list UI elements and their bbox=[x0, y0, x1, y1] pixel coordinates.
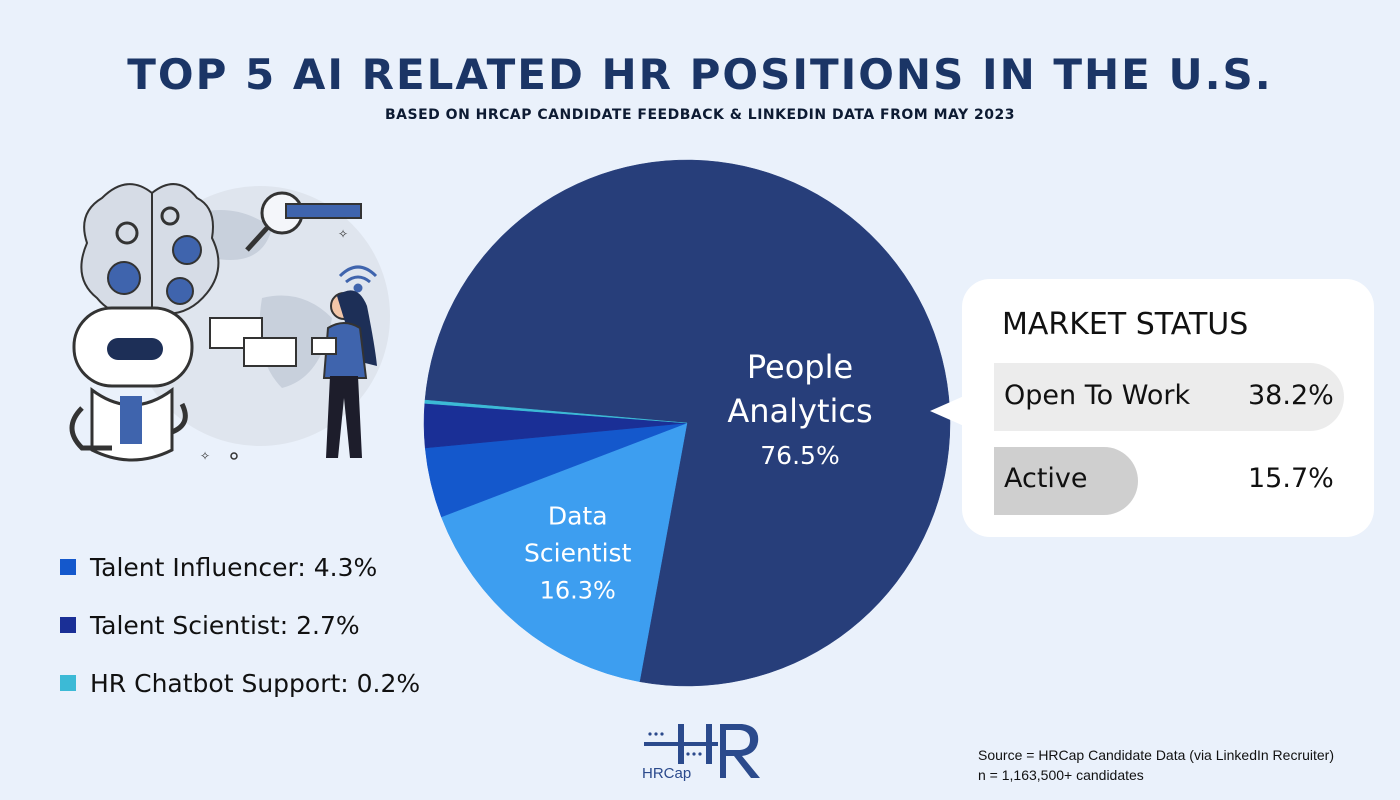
page-subtitle: BASED ON HRCAP CANDIDATE FEEDBACK & LINK… bbox=[385, 107, 1015, 123]
brain-gears-icon bbox=[80, 183, 220, 318]
hrcap-logo: HRCap bbox=[642, 724, 760, 782]
pie-slice-people-analytics bbox=[424, 159, 951, 687]
chat-bubble-icon bbox=[209, 317, 297, 367]
robot-illustration-icon: ✧ ✧ bbox=[69, 183, 390, 463]
slice-value-label: 16.3% bbox=[540, 576, 616, 604]
slice-value-label: 76.5% bbox=[760, 441, 839, 470]
status-row-open-to-work bbox=[994, 363, 1344, 431]
status-row-active bbox=[994, 447, 1138, 515]
woman-with-tablet-icon bbox=[311, 290, 377, 458]
svg-text:✧: ✧ bbox=[200, 449, 210, 463]
callout-pointer bbox=[930, 396, 964, 426]
legend-label: HR Chatbot Support: 0.2% bbox=[90, 668, 421, 698]
legend-swatch bbox=[60, 617, 76, 633]
slice-name-label: Analytics bbox=[727, 392, 872, 430]
svg-text:✧: ✧ bbox=[338, 227, 348, 241]
legend-label: Talent Scientist: 2.7% bbox=[90, 610, 360, 640]
status-value: 38.2% bbox=[1248, 380, 1334, 411]
slice-name-label: People bbox=[747, 348, 853, 386]
status-label: Active bbox=[1004, 463, 1088, 494]
legend-swatch bbox=[60, 559, 76, 575]
page-title: TOP 5 AI RELATED HR POSITIONS IN THE U.S… bbox=[127, 50, 1273, 99]
legend: Talent Influencer: 4.3% Talent Scientist… bbox=[60, 538, 420, 712]
market-status-card: MARKET STATUS Open To Work 38.2% Active … bbox=[962, 279, 1374, 537]
legend-item: Talent Scientist: 2.7% bbox=[60, 596, 420, 654]
robot-body bbox=[69, 306, 194, 462]
legend-swatch bbox=[60, 675, 76, 691]
wifi-icon bbox=[338, 265, 378, 293]
svg-text:HRCap: HRCap bbox=[642, 765, 691, 782]
slice-name-label: Data bbox=[548, 501, 608, 530]
legend-item: HR Chatbot Support: 0.2% bbox=[60, 654, 420, 712]
pie-slice-data-scientist bbox=[441, 422, 688, 682]
magnifier-icon bbox=[245, 191, 362, 252]
pie-slice-hr-chatbot-support bbox=[424, 399, 688, 424]
slice-name-label: Scientist bbox=[524, 538, 632, 567]
status-value: 15.7% bbox=[1248, 463, 1334, 494]
market-status-title: MARKET STATUS bbox=[1002, 307, 1249, 342]
source-note: Source = HRCap Candidate Data (via Linke… bbox=[978, 745, 1334, 785]
legend-label: Talent Influencer: 4.3% bbox=[90, 552, 378, 582]
source-line: Source = HRCap Candidate Data (via Linke… bbox=[978, 747, 1335, 763]
legend-item: Talent Influencer: 4.3% bbox=[60, 538, 420, 596]
sample-size-line: n = 1,163,500+ candidates bbox=[978, 767, 1144, 783]
status-label: Open To Work bbox=[1004, 380, 1191, 411]
